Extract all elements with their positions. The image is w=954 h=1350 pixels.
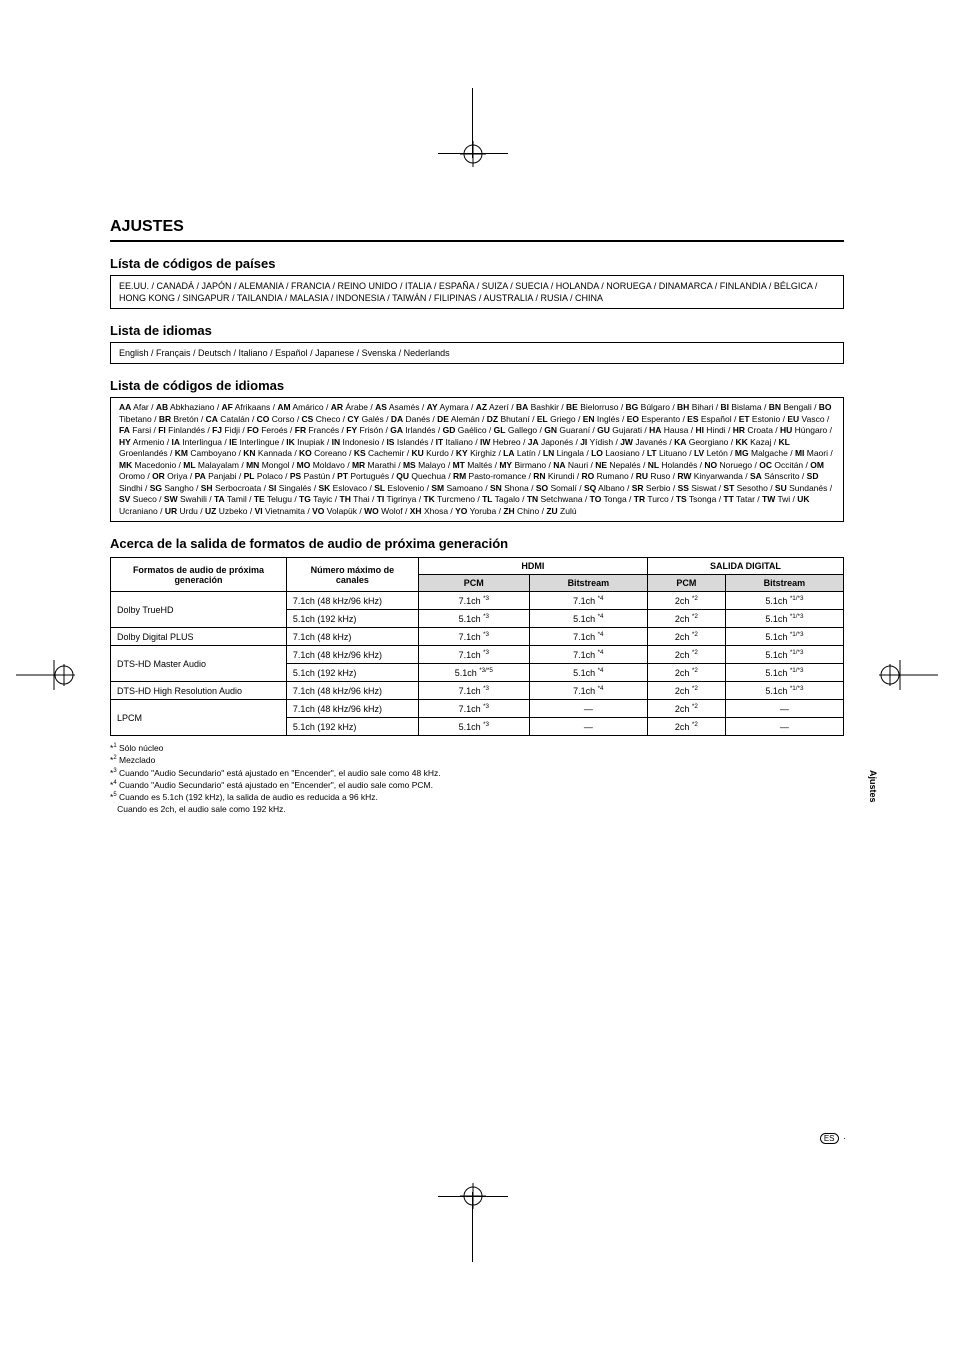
subheading-audio: Acerca de la salida de formatos de audio… [110, 536, 844, 551]
cell: 2ch *2 [647, 610, 725, 628]
cell: 5.1ch *1/*3 [725, 682, 843, 700]
side-registration [16, 660, 76, 690]
th-dig-bitstream: Bitstream [725, 575, 843, 592]
cell-format: LPCM [111, 700, 287, 736]
page-number: ES · [820, 1133, 846, 1144]
cell: — [725, 718, 843, 736]
lang-codes-box: AA Afar / AB Abkhaziano / AF Afrikaans /… [110, 397, 844, 522]
section-title: AJUSTES [110, 218, 844, 242]
table-row: DTS-HD High Resolution Audio7.1ch (48 kH… [111, 682, 844, 700]
cell: 2ch *2 [647, 700, 725, 718]
th-max: Número máximo de canales [286, 558, 418, 592]
cell: 5.1ch *3/*5 [418, 664, 529, 682]
cell: — [725, 700, 843, 718]
footnote-line: *4 Cuando "Audio Secundario" está ajusta… [110, 779, 844, 791]
footnotes: *1 Sólo núcleo*2 Mezclado*3 Cuando "Audi… [110, 742, 844, 815]
subheading-languages: Lista de idiomas [110, 323, 844, 338]
cell: 5.1ch *1/*3 [725, 592, 843, 610]
cell: 5.1ch *3 [418, 610, 529, 628]
cell: — [529, 700, 647, 718]
table-row: Dolby TrueHD7.1ch (48 kHz/96 kHz)7.1ch *… [111, 592, 844, 610]
cell: 7.1ch *4 [529, 592, 647, 610]
cell: 2ch *2 [647, 664, 725, 682]
cell: 7.1ch *3 [418, 700, 529, 718]
cell: 7.1ch *4 [529, 682, 647, 700]
cell: 5.1ch (192 kHz) [286, 718, 418, 736]
cell: 5.1ch *1/*3 [725, 646, 843, 664]
cell-format: DTS-HD High Resolution Audio [111, 682, 287, 700]
cell: 2ch *2 [647, 628, 725, 646]
page-body: AJUSTES Lísta de códigos de países EE.UU… [0, 0, 954, 815]
cell: 5.1ch *4 [529, 664, 647, 682]
th-hdmi-pcm: PCM [418, 575, 529, 592]
cell-format: DTS-HD Master Audio [111, 646, 287, 682]
cell: 5.1ch *1/*3 [725, 610, 843, 628]
table-row: Dolby Digital PLUS7.1ch (48 kHz)7.1ch *3… [111, 628, 844, 646]
lang-badge: ES [820, 1133, 839, 1144]
th-hdmi-bitstream: Bitstream [529, 575, 647, 592]
audio-formats-table: Formatos de audio de próxima generación … [110, 557, 844, 736]
th-digital: SALIDA DIGITAL [647, 558, 843, 575]
cell: 7.1ch *4 [529, 646, 647, 664]
cell: 5.1ch *3 [418, 718, 529, 736]
cell-format: Dolby TrueHD [111, 592, 287, 628]
cell: 5.1ch (192 kHz) [286, 664, 418, 682]
subheading-lang-codes: Lista de códigos de idiomas [110, 378, 844, 393]
cell: 7.1ch (48 kHz/96 kHz) [286, 682, 418, 700]
cell: 7.1ch *3 [418, 646, 529, 664]
th-dig-pcm: PCM [647, 575, 725, 592]
cell: 5.1ch *4 [529, 610, 647, 628]
th-format: Formatos de audio de próxima generación [111, 558, 287, 592]
footnote-line: *3 Cuando "Audio Secundario" está ajusta… [110, 767, 844, 779]
cell: 7.1ch (48 kHz/96 kHz) [286, 646, 418, 664]
cell-format: Dolby Digital PLUS [111, 628, 287, 646]
footnote-line: *2 Mezclado [110, 754, 844, 766]
cell: 7.1ch (48 kHz/96 kHz) [286, 592, 418, 610]
cell: 7.1ch *3 [418, 628, 529, 646]
footnote-line: *5 Cuando es 5.1ch (192 kHz), la salida … [110, 791, 844, 803]
side-tab: Ajustes [868, 770, 878, 803]
cell: 2ch *2 [647, 718, 725, 736]
side-registration [878, 660, 938, 690]
cell: 2ch *2 [647, 592, 725, 610]
th-hdmi: HDMI [418, 558, 647, 575]
languages-box: English / Français / Deutsch / Italiano … [110, 342, 844, 364]
cell: 7.1ch (48 kHz/96 kHz) [286, 700, 418, 718]
registration-mark [460, 1183, 486, 1209]
footnote-line: *1 Sólo núcleo [110, 742, 844, 754]
footnote-line: Cuando es 2ch, el audio sale como 192 kH… [110, 804, 844, 815]
cell: 7.1ch *3 [418, 682, 529, 700]
countries-box: EE.UU. / CANADÁ / JAPÓN / ALEMANIA / FRA… [110, 275, 844, 309]
cell: 7.1ch *3 [418, 592, 529, 610]
subheading-countries: Lísta de códigos de países [110, 256, 844, 271]
cell: 5.1ch *1/*3 [725, 628, 843, 646]
cell: 5.1ch *1/*3 [725, 664, 843, 682]
registration-mark [460, 141, 486, 167]
cell: 5.1ch (192 kHz) [286, 610, 418, 628]
cell: 7.1ch (48 kHz) [286, 628, 418, 646]
cell: 2ch *2 [647, 682, 725, 700]
cell: 7.1ch *4 [529, 628, 647, 646]
table-row: LPCM7.1ch (48 kHz/96 kHz)7.1ch *3—2ch *2… [111, 700, 844, 718]
table-row: DTS-HD Master Audio7.1ch (48 kHz/96 kHz)… [111, 646, 844, 664]
cell: — [529, 718, 647, 736]
cell: 2ch *2 [647, 646, 725, 664]
